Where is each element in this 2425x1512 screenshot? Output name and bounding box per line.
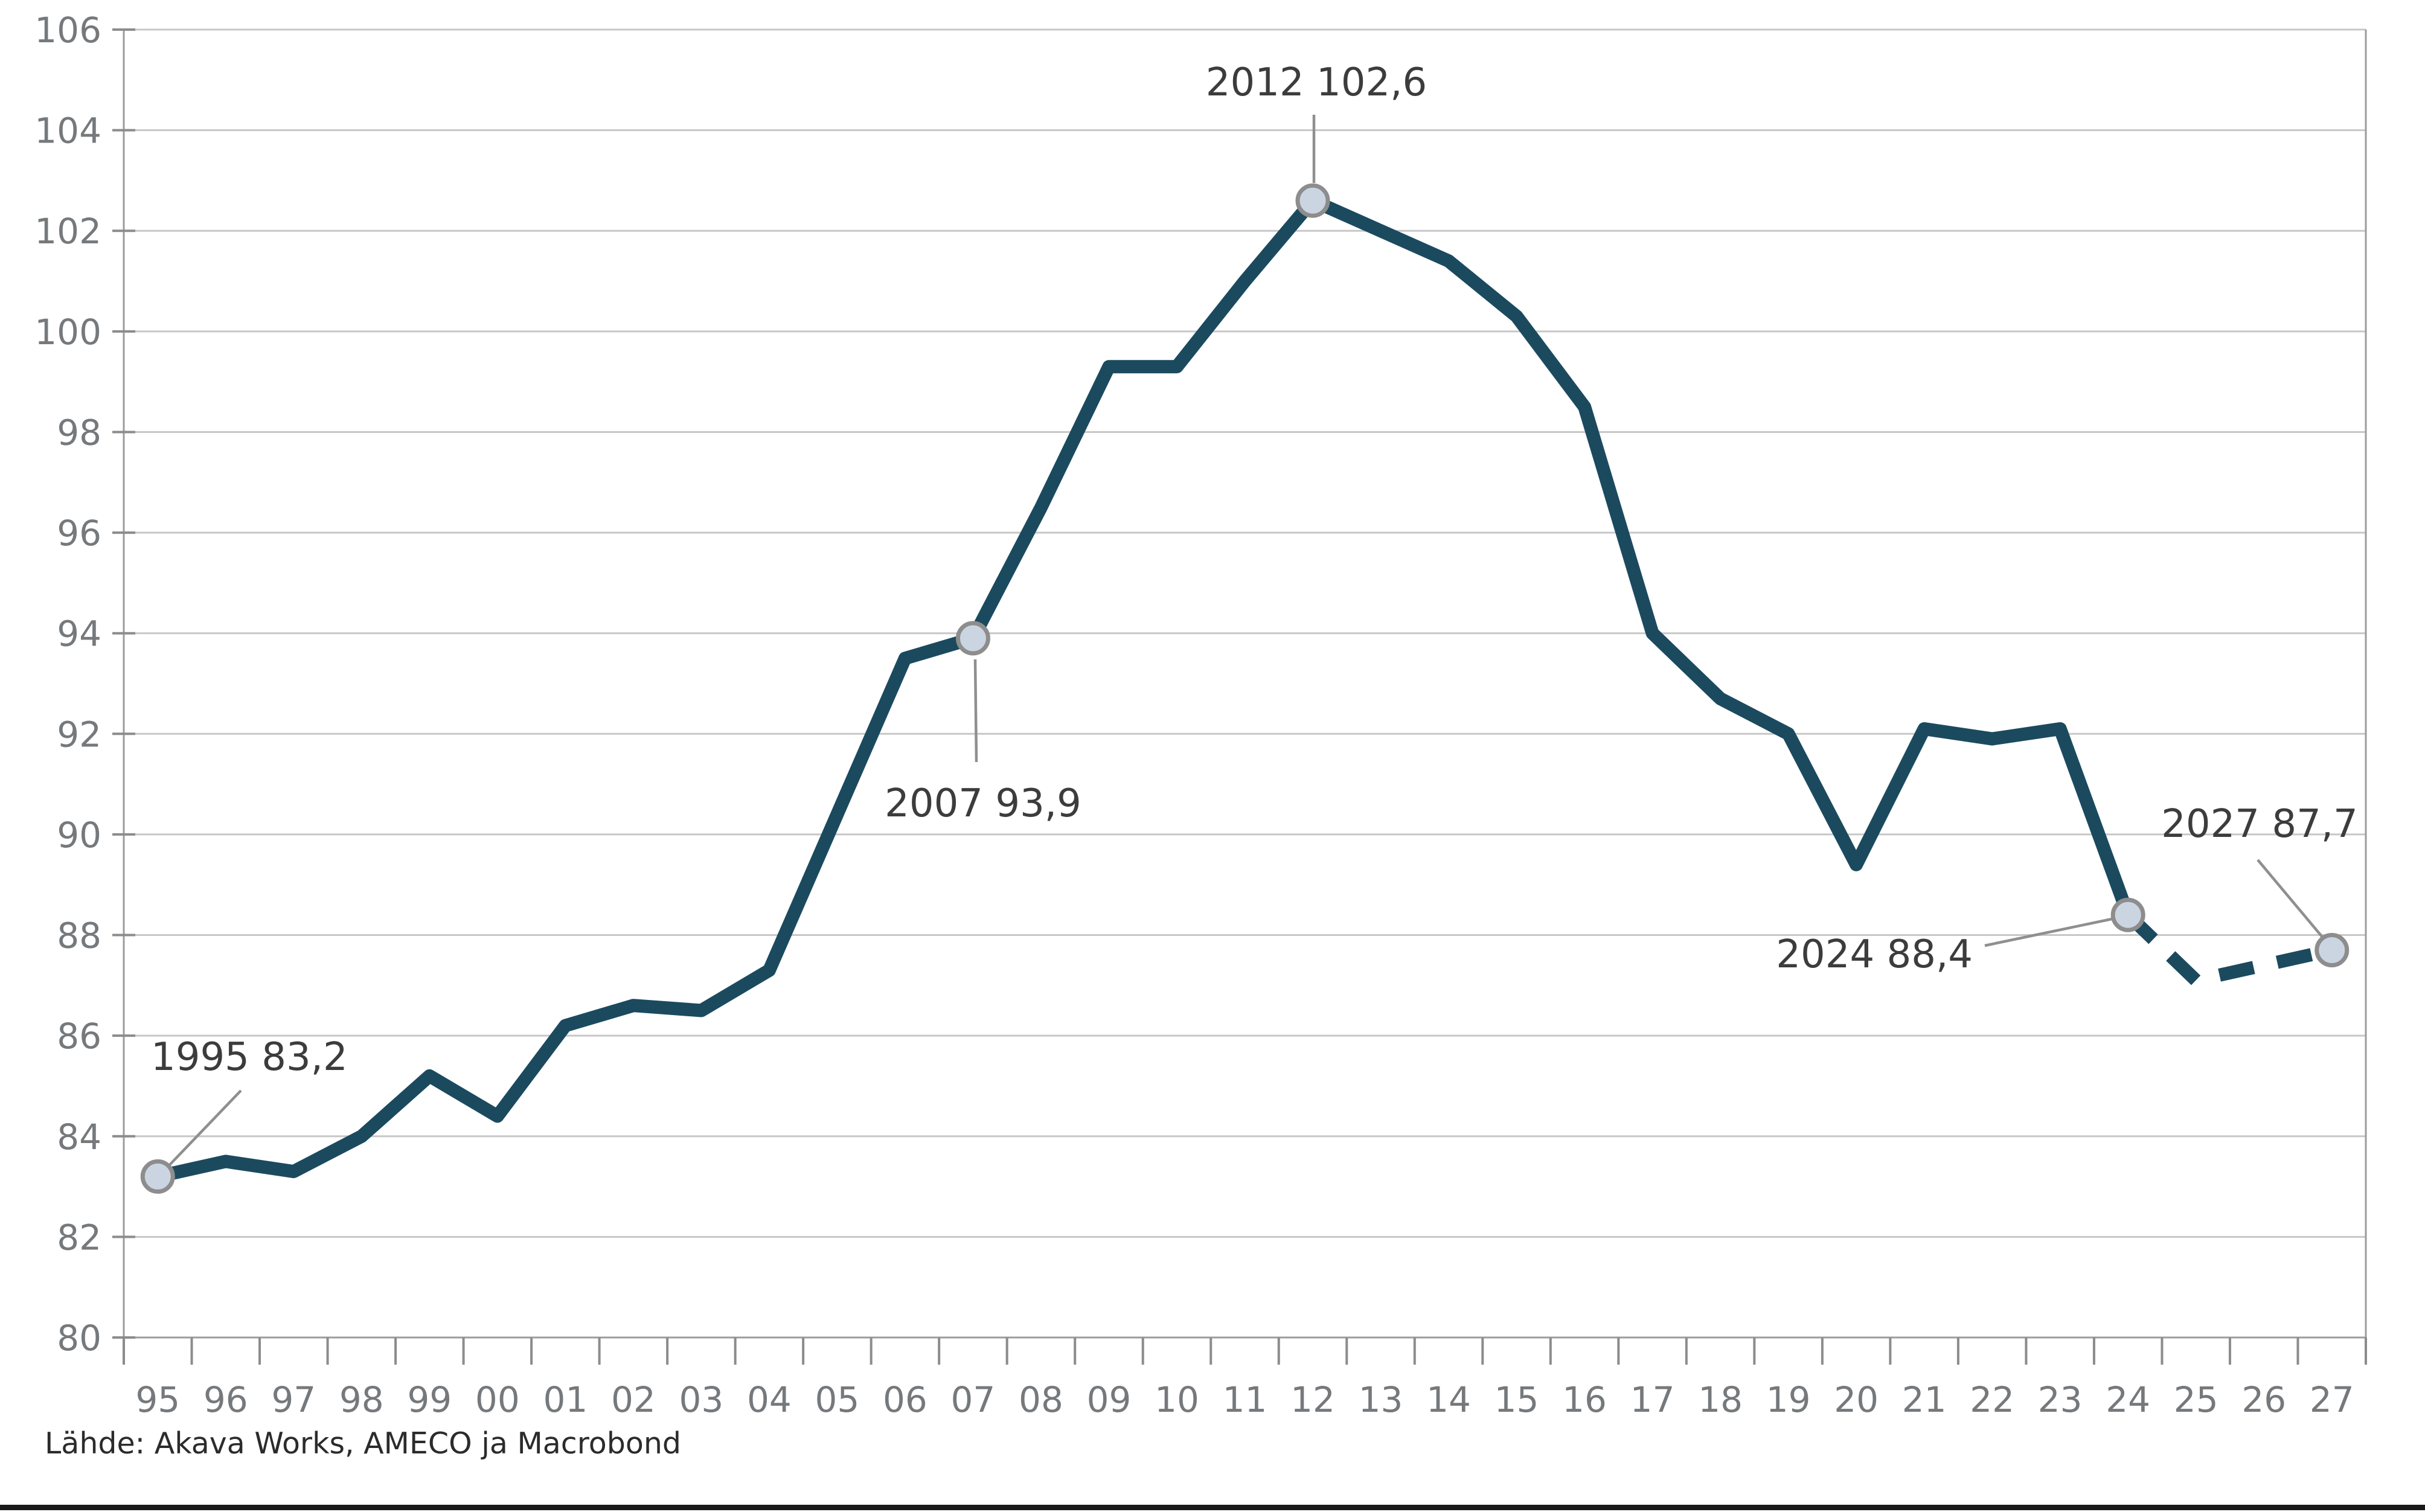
callout-line <box>1984 917 2112 947</box>
x-tick-label: 08 <box>1019 1379 1063 1420</box>
x-tick-label: 00 <box>475 1379 520 1420</box>
bottom-rule <box>0 1505 2425 1510</box>
y-tick-label: 82 <box>57 1217 101 1258</box>
x-axis-ticks <box>123 1337 2367 1365</box>
source-caption: Lähde: Akava Works, AMECO ja Macrobond <box>45 1426 682 1461</box>
x-tick-label: 03 <box>679 1379 723 1420</box>
history-line <box>156 194 2135 1184</box>
y-tick-label: 86 <box>57 1016 101 1057</box>
series-line-forecast-dashed <box>2123 910 2334 987</box>
x-tick-label: 25 <box>2174 1379 2218 1420</box>
x-tick-label: 19 <box>1766 1379 1811 1420</box>
x-tick-label: 97 <box>271 1379 316 1420</box>
annotation-callout-lines <box>168 115 2324 1166</box>
x-tick-label: 05 <box>815 1379 860 1420</box>
axis-frame <box>123 30 2367 1339</box>
y-tick-label: 84 <box>57 1116 101 1158</box>
annotation-labels: 1995 83,2 2007 93,9 2012 102,6 2024 88,4 202… <box>151 60 2358 1080</box>
x-tick-label: 99 <box>407 1379 452 1420</box>
x-tick-label: 10 <box>1155 1379 1199 1420</box>
data-point-marker <box>955 621 990 656</box>
annotation-label: 1995 83,2 <box>151 1035 348 1080</box>
series-line-solid <box>156 194 2135 1184</box>
annotation-label: 2007 93,9 <box>885 781 1081 826</box>
forecast-line <box>2123 910 2334 987</box>
x-tick-label: 21 <box>1902 1379 1947 1420</box>
y-tick-label: 104 <box>34 111 101 152</box>
y-tick-label: 100 <box>34 312 101 353</box>
x-tick-label: 16 <box>1562 1379 1607 1420</box>
x-tick-label: 98 <box>339 1379 384 1420</box>
gridlines <box>124 28 2366 1238</box>
data-point-marker <box>2110 897 2145 932</box>
x-tick-label: 24 <box>2106 1379 2150 1420</box>
callout-line <box>168 1089 242 1166</box>
y-tick-label: 96 <box>57 513 101 554</box>
data-point-marker <box>1295 183 1330 218</box>
annotation-label: 2012 102,6 <box>1206 60 1427 105</box>
data-point-marker <box>140 1159 175 1194</box>
y-tick-label: 80 <box>57 1318 101 1359</box>
x-tick-label: 27 <box>2310 1379 2354 1420</box>
data-point-markers <box>140 183 2350 1194</box>
x-tick-label: 11 <box>1223 1379 1267 1420</box>
x-tick-label: 04 <box>747 1379 792 1420</box>
x-tick-label: 14 <box>1426 1379 1471 1420</box>
x-tick-label: 12 <box>1290 1379 1335 1420</box>
x-tick-label: 18 <box>1698 1379 1743 1420</box>
callout-line <box>973 659 978 763</box>
x-tick-label: 07 <box>951 1379 996 1420</box>
x-tick-label: 95 <box>135 1379 180 1420</box>
y-tick-label: 106 <box>34 10 101 51</box>
callout-line <box>2257 859 2324 939</box>
annotation-label: 2027 87,7 <box>2161 802 2358 847</box>
y-tick-label: 88 <box>57 915 101 956</box>
x-tick-label: 23 <box>2038 1379 2083 1420</box>
x-tick-label: 22 <box>1970 1379 2014 1420</box>
y-tick-label: 94 <box>57 613 101 655</box>
y-tick-label: 90 <box>57 815 101 856</box>
x-tick-label: 20 <box>1834 1379 1879 1420</box>
y-tick-label: 92 <box>57 714 101 755</box>
x-tick-label: 02 <box>611 1379 656 1420</box>
annotation-label: 2024 88,4 <box>1776 932 1973 977</box>
x-tick-label: 96 <box>203 1379 248 1420</box>
x-tick-label: 13 <box>1359 1379 1403 1420</box>
x-tick-label: 09 <box>1087 1379 1132 1420</box>
x-tick-label: 06 <box>883 1379 927 1420</box>
y-tick-label: 98 <box>57 412 101 453</box>
data-point-marker <box>2314 933 2350 968</box>
x-tick-label: 17 <box>1630 1379 1675 1420</box>
x-tick-label: 01 <box>543 1379 588 1420</box>
y-axis-labels: 80 82 84 86 88 90 92 94 96 98 100 102 104 106 <box>34 10 101 1359</box>
x-tick-label: 15 <box>1494 1379 1539 1420</box>
y-tick-label: 102 <box>34 211 101 252</box>
x-axis-labels: 95 96 97 98 99 00 01 02 03 04 05 06 07 08 09 10 11 12 13 14… <box>135 1379 2354 1420</box>
x-tick-label: 26 <box>2241 1379 2286 1420</box>
